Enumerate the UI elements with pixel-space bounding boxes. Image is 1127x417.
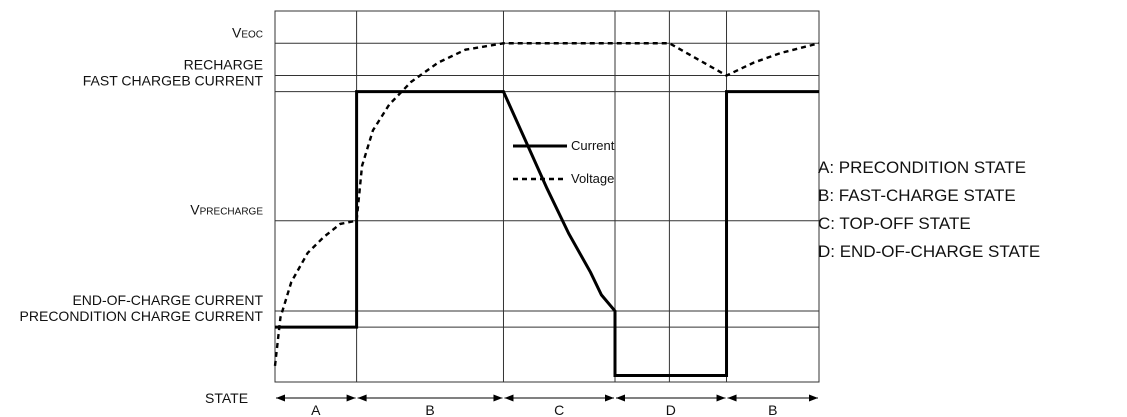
plot-frame xyxy=(274,10,820,383)
state-arrow-head xyxy=(346,394,356,402)
state-segment-label: C xyxy=(554,402,564,417)
state-key-item: C: TOP-OFF STATE xyxy=(818,214,971,233)
state-key-item: A: PRECONDITION STATE xyxy=(818,158,1027,177)
y-level-label: FAST CHARGEB CURRENT xyxy=(83,73,264,89)
state-key-item: B: FAST-CHARGE STATE xyxy=(818,186,1016,205)
current-series-line xyxy=(275,90,819,378)
legend: Current Voltage xyxy=(513,138,615,186)
y-level-label: END-OF-CHARGE CURRENT xyxy=(72,292,263,308)
state-arrow-head xyxy=(727,394,737,402)
state-key: A: PRECONDITION STATE B: FAST-CHARGE STA… xyxy=(818,154,1040,266)
voltage-series-line xyxy=(273,42,820,367)
state-arrow-head xyxy=(809,394,818,402)
state-arrow-head xyxy=(616,394,625,402)
state-arrow-head xyxy=(276,394,285,402)
y-level-label: VEOC xyxy=(232,24,263,40)
state-arrow-head xyxy=(716,394,726,402)
state-segment-label: D xyxy=(666,402,676,417)
legend-label: Voltage xyxy=(571,171,614,186)
state-axis: STATE A B C D B xyxy=(205,390,818,417)
state-key-item: D: END-OF-CHARGE STATE xyxy=(818,242,1041,261)
state-arrow-head xyxy=(605,394,614,402)
y-level-label: PRECONDITION CHARGE CURRENT xyxy=(20,308,264,324)
legend-label: Current xyxy=(571,138,615,153)
state-segment-label: A xyxy=(311,402,321,417)
state-axis-label: STATE xyxy=(205,390,248,406)
state-segment-label: B xyxy=(768,402,777,417)
series-lines xyxy=(273,42,820,378)
state-arrow-head xyxy=(504,394,514,402)
y-level-label: VPRECHARGE xyxy=(190,202,263,218)
state-segment-label: B xyxy=(425,402,434,417)
y-level-label: RECHARGE xyxy=(184,57,263,73)
state-arrow-head xyxy=(357,394,367,402)
state-arrow-head xyxy=(493,394,503,402)
